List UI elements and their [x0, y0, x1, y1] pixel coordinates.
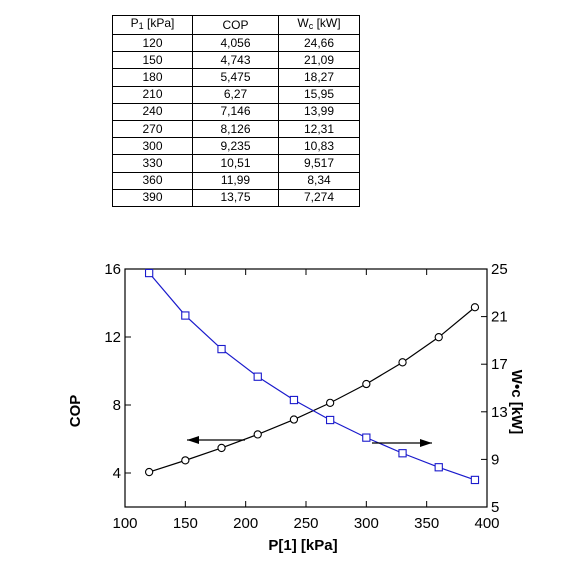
- x-tick-label: 150: [173, 515, 198, 532]
- y-right-tick-label: 17: [491, 356, 508, 373]
- cell-wc: 13,99: [278, 102, 360, 121]
- x-tick-label: 400: [474, 515, 499, 532]
- cell-cop: 5,475: [192, 68, 279, 87]
- data-point-cop: [398, 358, 407, 367]
- data-point-wc: [362, 433, 371, 442]
- table-row: 270 8,126 12,31: [112, 119, 360, 139]
- data-point-wc: [217, 344, 226, 354]
- y-right-axis-title: W•c [kW]: [508, 370, 525, 434]
- y-right-tick-label: 13: [491, 404, 508, 421]
- data-point-wc: [398, 449, 407, 458]
- data-point-wc: [289, 395, 299, 405]
- table-row: 210 6,27 15,95: [112, 85, 360, 104]
- table-body: 120 4,056 24,66 150 4,743 21,09 180 5,475 18,27 2…: [112, 33, 360, 207]
- data-point-cop: [362, 379, 371, 389]
- data-point-cop: [144, 467, 154, 477]
- data-point-cop: [217, 443, 226, 453]
- data-table: P1 [kPa] COP Wc [kW] 120 4,056 24,66 150 4,7…: [112, 15, 360, 207]
- y-right-tick-label: 9: [491, 451, 499, 468]
- table-row: 180 5,475 18,27: [112, 68, 360, 87]
- x-tick-label: 300: [354, 515, 379, 532]
- data-point-wc: [144, 268, 154, 278]
- data-point-wc: [253, 372, 262, 381]
- cell-cop: 4,056: [192, 33, 279, 53]
- cell-cop: 13,75: [192, 188, 279, 207]
- y-left-axis-title: COP: [67, 395, 84, 428]
- y-right-tick-label: 25: [491, 261, 508, 278]
- data-point-wc: [181, 311, 190, 320]
- cell-p1: 180: [112, 68, 193, 87]
- data-point-cop: [470, 303, 480, 312]
- x-tick-label: 100: [112, 515, 137, 532]
- y-left-tick-label: 4: [113, 465, 121, 482]
- series-line-cop: [148, 306, 476, 473]
- y-left-tick-label: 12: [104, 329, 121, 346]
- x-tick-label: 250: [293, 515, 318, 532]
- table-row: 390 13,75 7,274: [112, 188, 360, 207]
- cell-cop: 6,27: [192, 85, 279, 104]
- table-header-row: P1 [kPa] COP Wc [kW]: [112, 15, 360, 35]
- y-right-tick-label: 5: [491, 499, 499, 516]
- data-point-cop: [325, 398, 335, 408]
- data-point-wc: [470, 475, 480, 485]
- header-wc: Wc [kW]: [278, 15, 360, 35]
- data-point-wc: [325, 415, 335, 425]
- cell-wc: 15,95: [278, 85, 360, 104]
- x-tick-label: 350: [414, 515, 439, 532]
- data-point-cop: [434, 333, 443, 342]
- x-axis-title: P[1] [kPa]: [268, 537, 337, 554]
- table-row: 120 4,056 24,66: [112, 33, 360, 53]
- cell-wc: 24,66: [278, 33, 360, 53]
- table-row: 360 11,99 8,34: [112, 171, 360, 190]
- series-line-wc: [148, 272, 476, 481]
- data-point-cop: [253, 430, 262, 439]
- y-left-tick-label: 16: [104, 261, 121, 278]
- y-left-tick-label: 8: [113, 397, 121, 414]
- data-point-wc: [434, 463, 443, 472]
- plot-frame: [124, 268, 488, 508]
- y-right-tick-label: 21: [491, 309, 508, 326]
- cell-wc: 7,274: [278, 188, 360, 207]
- data-point-cop: [289, 415, 299, 424]
- data-point-cop: [181, 456, 190, 465]
- x-tick-label: 200: [233, 515, 258, 532]
